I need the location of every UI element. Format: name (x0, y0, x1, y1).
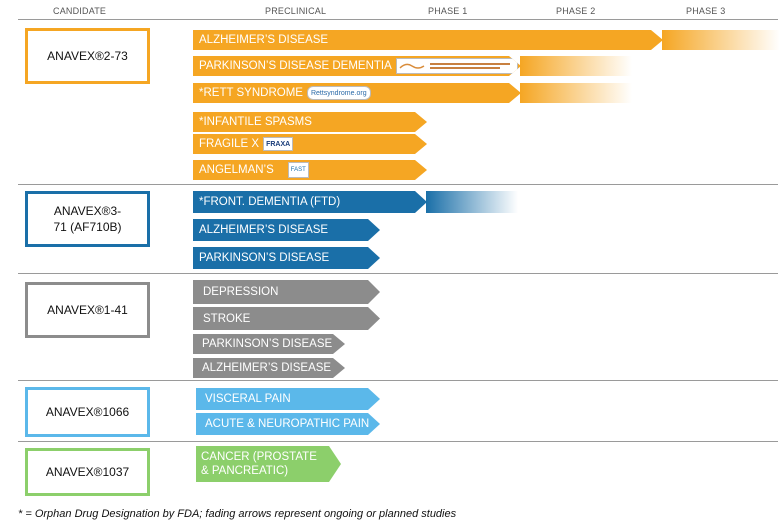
program-bar: STROKE (193, 307, 380, 330)
program-bar: ANGELMAN’S FAST (193, 160, 427, 180)
program-bar: ACUTE & NEUROPATHIC PAIN (196, 413, 380, 435)
program-label: VISCERAL PAIN (205, 393, 291, 405)
program-bar: *FRONT. DEMENTIA (FTD) (193, 191, 427, 213)
header-candidate: CANDIDATE (53, 6, 107, 16)
program-label: ALZHEIMER’S DISEASE (199, 34, 329, 46)
program-label: PARKINSON’S DISEASE DEMENTIA (199, 60, 392, 72)
program-bar: PARKINSON’S DISEASE (193, 334, 345, 354)
program-bar: ALZHEIMER’S DISEASE (193, 358, 345, 378)
program-label: ANGELMAN’S (199, 164, 274, 176)
program-label: *INFANTILE SPASMS (199, 116, 312, 128)
rettsyndrome-org-logo: Rettsyndrome.org (307, 86, 371, 100)
foundation-logo-mark (398, 60, 516, 72)
michael-j-fox-foundation-logo (396, 58, 518, 74)
program-bar: ALZHEIMER’S DISEASE (193, 30, 663, 50)
candidate-box-anavex-2-73: ANAVEX®2-73 (25, 28, 150, 84)
program-bar: *INFANTILE SPASMS (193, 112, 427, 132)
header-preclinical: PRECLINICAL (265, 6, 327, 16)
group-divider (18, 380, 778, 381)
ongoing-study-fade (662, 30, 780, 50)
program-bar: VISCERAL PAIN (196, 388, 380, 410)
program-bar: ALZHEIMER’S DISEASE (193, 219, 380, 241)
program-label: CANCER (PROSTATE & PANCREATIC) (201, 451, 317, 477)
program-label: *RETT SYNDROME (199, 87, 303, 99)
header-phase3: PHASE 3 (686, 6, 726, 16)
program-label: STROKE (203, 312, 251, 325)
program-bar: PARKINSON’S DISEASE (193, 247, 380, 269)
candidate-box-anavex-1037: ANAVEX®1037 (25, 448, 150, 496)
candidate-box-anavex-1-41: ANAVEX®1-41 (25, 282, 150, 338)
group-divider (18, 441, 778, 442)
program-label: DEPRESSION (203, 286, 279, 298)
program-label: ACUTE & NEUROPATHIC PAIN (205, 418, 370, 430)
ongoing-study-fade (426, 191, 518, 213)
program-bar: *RETT SYNDROME Rettsyndrome.org (193, 83, 521, 103)
program-label: *FRONT. DEMENTIA (FTD) (199, 196, 341, 208)
header-phase2: PHASE 2 (556, 6, 596, 16)
header-divider (18, 19, 778, 20)
fraxa-logo: FRAXA (263, 137, 293, 151)
ongoing-study-fade (520, 83, 632, 103)
program-bar: CANCER (PROSTATE & PANCREATIC) (196, 446, 341, 482)
program-bar: PARKINSON’S DISEASE DEMENTIA (193, 56, 521, 76)
group-divider (18, 273, 778, 274)
candidate-box-anavex-1066: ANAVEX®1066 (25, 387, 150, 437)
header-phase1: PHASE 1 (428, 6, 468, 16)
program-label: ALZHEIMER’S DISEASE (202, 362, 332, 374)
candidate-box-anavex-3-71: ANAVEX®3-71 (AF710B) (25, 191, 150, 247)
program-label: PARKINSON’S DISEASE (199, 252, 330, 264)
program-bar: DEPRESSION (193, 280, 380, 304)
ongoing-study-fade (520, 56, 632, 76)
group-divider (18, 184, 778, 185)
fast-logo: FAST (288, 162, 309, 178)
footnote: * = Orphan Drug Designation by FDA; fadi… (18, 508, 457, 520)
program-label: PARKINSON’S DISEASE (202, 338, 333, 350)
program-bar: FRAGILE X FRAXA (193, 134, 427, 154)
program-label: FRAGILE X (199, 138, 260, 150)
program-label: ALZHEIMER’S DISEASE (199, 224, 329, 236)
